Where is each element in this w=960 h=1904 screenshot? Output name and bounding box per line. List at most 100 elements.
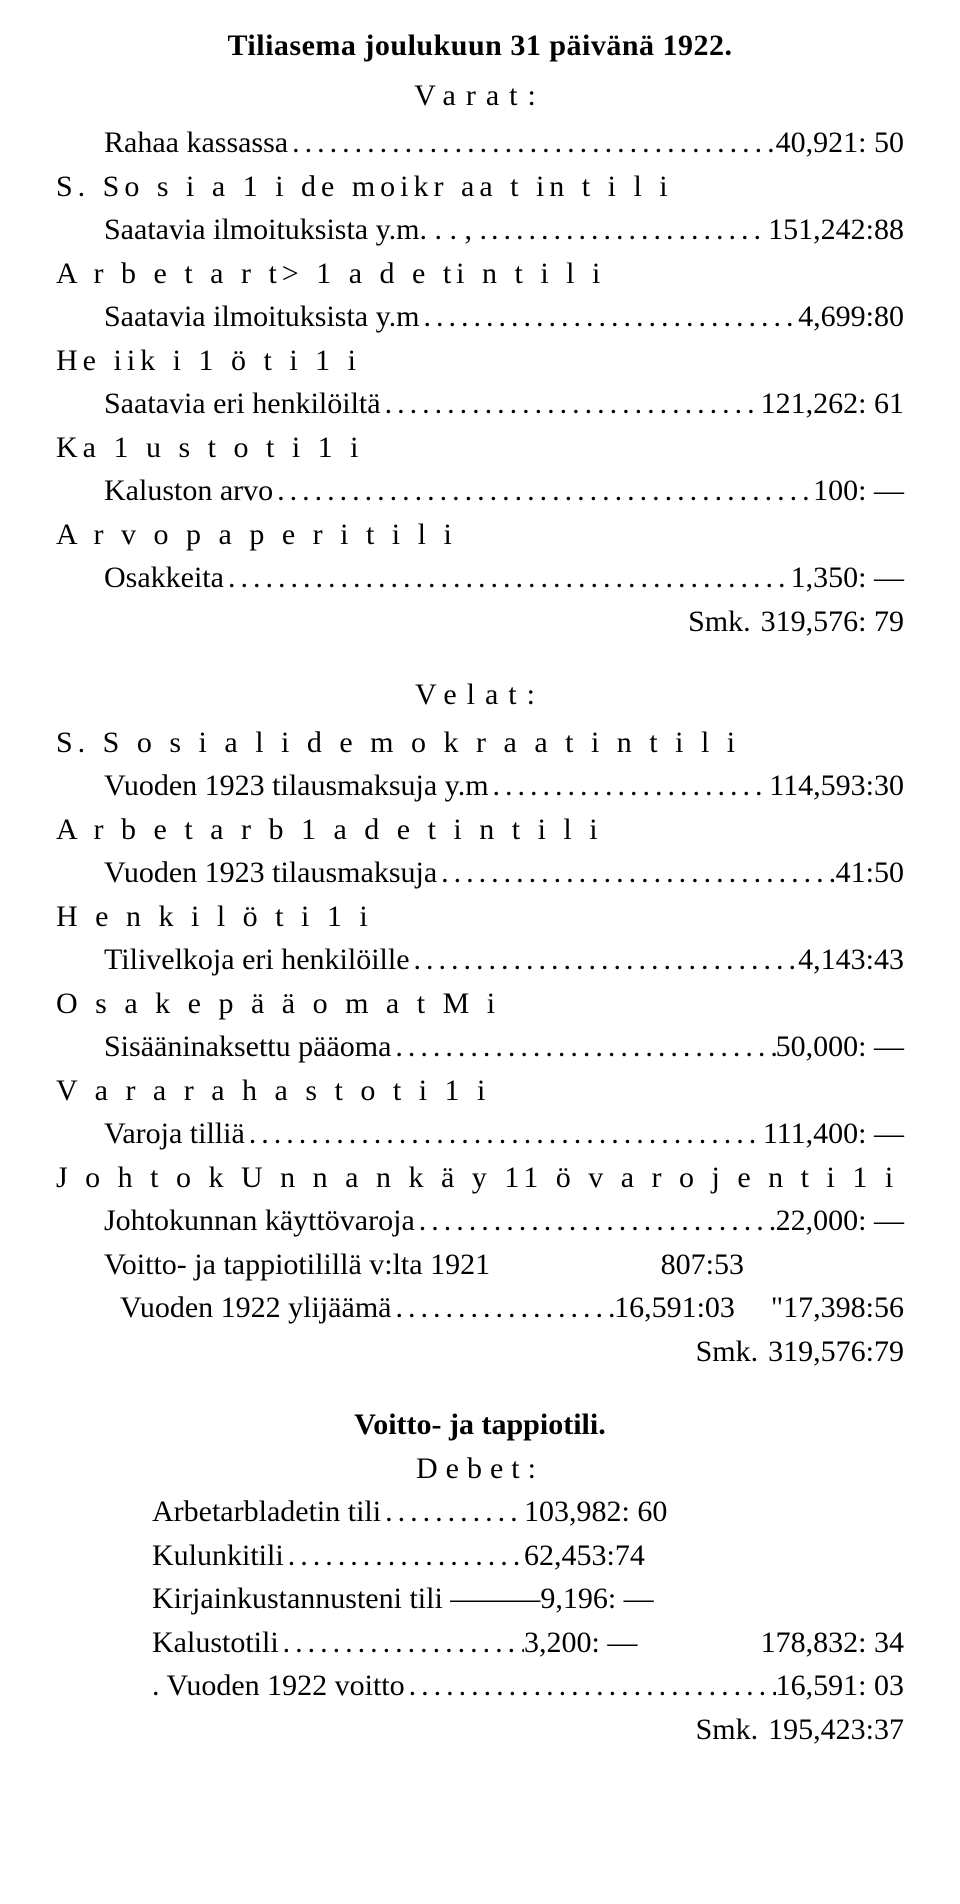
leader-dots <box>224 556 791 600</box>
row-value: 111,400: — <box>763 1112 904 1156</box>
leader-dots <box>245 1112 763 1156</box>
varat-row: Rahaa kassassa 40,921: 50 <box>56 121 904 165</box>
account-group: He iik i 1 ö t i 1 i <box>56 339 904 383</box>
row-mid: 103,982: 60 <box>524 1490 724 1534</box>
account-group: A r b e t a r t> 1 a d e ti n t i l i <box>56 252 904 296</box>
debet-row: Kulunkitili 62,453:74 <box>152 1534 904 1578</box>
leader-dots <box>410 938 799 982</box>
account-group: S. S o s i a l i d e m o k r a a t i n t… <box>56 721 904 765</box>
velat-row: Sisääninaksettu pääoma 50,000: — <box>56 1025 904 1069</box>
leader-dots <box>420 295 799 339</box>
row-value: 121,262: 61 <box>761 382 904 426</box>
row-value: 1,350: — <box>791 556 904 600</box>
total-value: 319,576:79 <box>768 1330 904 1374</box>
varat-row: Saatavia ilmoituksista y.m. . . , . 151,… <box>56 208 904 252</box>
row-value: 41:50 <box>836 851 904 895</box>
debet-total: Smk. 195,423:37 <box>56 1708 904 1752</box>
row-value: 50,000: — <box>776 1025 904 1069</box>
varat-row: Kaluston arvo 100: — <box>56 469 904 513</box>
row-label: Saatavia ilmoituksista y.m <box>104 295 420 339</box>
leader-dots <box>273 469 813 513</box>
leader-dots <box>415 1199 776 1243</box>
account-group: H e n k i l ö t i 1 i <box>56 895 904 939</box>
row-value: 40,921: 50 <box>776 121 904 165</box>
leader-dots <box>381 382 761 426</box>
ylijaama-row: Vuoden 1922 ylijäämä 16,591:03 "17,398:5… <box>56 1286 904 1330</box>
account-group: O s a k e p ä ä o m a t M i <box>56 982 904 1026</box>
row-label: Osakkeita <box>104 556 224 600</box>
row-label: Tilivelkoja eri henkilöille <box>104 938 410 982</box>
leader-dots <box>279 1621 524 1665</box>
debet-heading: Debet: <box>56 1447 904 1491</box>
debet-row: Arbetarbladetin tili 103,982: 60 <box>152 1490 904 1534</box>
voitto-1921-row: Voitto- ja tappiotilillä v:lta 1921 807:… <box>56 1243 904 1287</box>
row-mid: 9,196: — <box>540 1577 740 1621</box>
leader-dots <box>381 1490 524 1534</box>
row-value: 22,000: — <box>776 1199 904 1243</box>
account-group: V a r a r a h a s t o t i 1 i <box>56 1069 904 1113</box>
row-label: Kirjainkustannusteni tili ——— <box>152 1577 540 1621</box>
row-label: Saatavia eri henkilöiltä <box>104 382 381 426</box>
total-prefix: Smk. <box>696 1330 759 1374</box>
varat-row: Saatavia eri henkilöiltä 121,262: 61 <box>56 382 904 426</box>
velat-row: Johtokunnan käyttövaroja 22,000: — <box>56 1199 904 1243</box>
row-label: Kulunkitili <box>152 1534 284 1578</box>
debet-row: Kirjainkustannusteni tili ——— 9,196: — <box>152 1577 904 1621</box>
leader-dots <box>487 208 768 252</box>
row-value: 16,591: 03 <box>776 1664 904 1708</box>
row-value: "17,398:56 <box>771 1286 904 1330</box>
leader-dots <box>437 851 836 895</box>
row-label: Sisääninaksettu pääoma <box>104 1025 391 1069</box>
velat-total: Smk. 319,576:79 <box>56 1330 904 1374</box>
velat-row: Varoja tilliä 111,400: — <box>56 1112 904 1156</box>
row-value: 4,699:80 <box>798 295 904 339</box>
row-label: Saatavia ilmoituksista y.m. . . , . <box>104 208 487 252</box>
varat-heading: Varat: <box>56 74 904 118</box>
velat-row: Vuoden 1923 tilausmaksuja 41:50 <box>56 851 904 895</box>
row-value: 4,143:43 <box>798 938 904 982</box>
voitto-tappio-heading: Voitto- ja tappiotili. <box>56 1403 904 1447</box>
row-label: Kaluston arvo <box>104 469 273 513</box>
account-group: S. So s i a 1 i de moikr aa t in t i l i <box>56 165 904 209</box>
row-label: . Vuoden 1922 voitto <box>152 1664 405 1708</box>
leader-dots <box>391 1286 614 1330</box>
leader-dots <box>391 1025 775 1069</box>
row-mid: 16,591:03 <box>614 1286 771 1330</box>
row-label: Vuoden 1923 tilausmaksuja <box>104 851 437 895</box>
total-prefix: Smk. <box>696 1708 759 1752</box>
row-label: Vuoden 1923 tilausmaksuja y.m <box>104 764 489 808</box>
row-label: Rahaa kassassa <box>104 121 288 165</box>
row-mid: 62,453:74 <box>524 1534 724 1578</box>
page-title: Tiliasema joulukuun 31 päivänä 1922. <box>56 24 904 68</box>
row-mid: 3,200: — <box>524 1621 724 1665</box>
debet-row: Kalustotili 3,200: — 178,832: 34 <box>152 1621 904 1665</box>
total-value: 319,576: 79 <box>761 600 904 644</box>
leader-dots <box>489 764 770 808</box>
varat-row: Osakkeita 1,350: — <box>56 556 904 600</box>
velat-row: Tilivelkoja eri henkilöille 4,143:43 <box>56 938 904 982</box>
leader-dots <box>405 1664 776 1708</box>
row-value: 151,242:88 <box>768 208 904 252</box>
row-label: Vuoden 1922 ylijäämä <box>120 1286 391 1330</box>
row-value: 178,832: 34 <box>724 1621 904 1665</box>
account-group: A r b e t a r b 1 a d e t i n t i l i <box>56 808 904 852</box>
total-prefix: Smk. <box>688 600 751 644</box>
row-mid: 807:53 <box>661 1243 904 1287</box>
row-label: Arbetarbladetin tili <box>152 1490 381 1534</box>
row-label: Varoja tilliä <box>104 1112 245 1156</box>
varat-row: Saatavia ilmoituksista y.m 4,699:80 <box>56 295 904 339</box>
debet-row: . Vuoden 1922 voitto 16,591: 03 <box>152 1664 904 1708</box>
velat-heading: Velat: <box>56 673 904 717</box>
row-label: Voitto- ja tappiotilillä v:lta 1921 <box>104 1243 490 1287</box>
leader-dots <box>284 1534 524 1578</box>
row-label: Johtokunnan käyttövaroja <box>104 1199 415 1243</box>
account-group: A r v o p a p e r i t i l i <box>56 513 904 557</box>
varat-total: Smk. 319,576: 79 <box>56 600 904 644</box>
total-value: 195,423:37 <box>768 1708 904 1752</box>
row-label: Kalustotili <box>152 1621 279 1665</box>
row-value: 100: — <box>813 469 904 513</box>
velat-row: Vuoden 1923 tilausmaksuja y.m 114,593:30 <box>56 764 904 808</box>
row-value: 114,593:30 <box>769 764 904 808</box>
account-group: Ka 1 u s t o t i 1 i <box>56 426 904 470</box>
account-group: J o h t o k U n n a n k ä y 11 ö v a r o… <box>56 1156 904 1200</box>
